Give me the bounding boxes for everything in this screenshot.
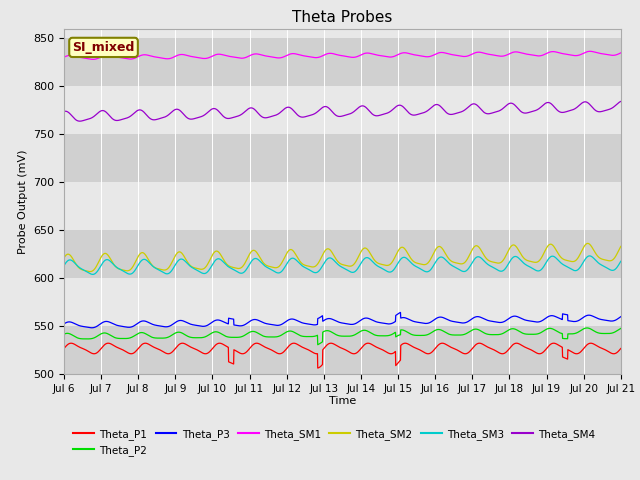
X-axis label: Time: Time	[329, 396, 356, 406]
Theta_P3	[88, 325, 96, 331]
Theta_P2	[617, 325, 625, 331]
Theta_P3	[397, 310, 404, 315]
Theta_SM3	[586, 253, 593, 259]
Theta_P1	[499, 351, 507, 357]
Theta_SM2	[86, 269, 93, 275]
Theta_SM1	[586, 48, 594, 54]
Line: Theta_SM3: Theta_SM3	[64, 256, 621, 275]
Theta_SM1	[602, 51, 609, 57]
Theta_P1	[60, 346, 68, 351]
Theta_P2	[499, 331, 506, 336]
Theta_P1	[601, 347, 609, 352]
Theta_SM4	[76, 118, 84, 124]
Theta_P1	[317, 364, 324, 370]
Theta_SM1	[499, 53, 506, 59]
Theta_SM3	[89, 272, 97, 277]
Theta_P3	[602, 317, 609, 323]
Theta_P2	[331, 331, 339, 337]
Theta_SM3	[617, 258, 625, 264]
Theta_SM2	[331, 254, 339, 260]
Bar	[64, 182, 621, 230]
Theta_SM1	[88, 57, 96, 62]
Theta_SM3	[499, 268, 506, 274]
Theta_SM2	[584, 240, 591, 246]
Theta_SM3	[88, 272, 96, 277]
Line: Theta_P1: Theta_P1	[64, 343, 621, 368]
Theta_SM2	[602, 257, 609, 263]
Theta_P2	[314, 342, 321, 348]
Theta_SM2	[601, 257, 609, 263]
Theta_SM1	[60, 54, 68, 60]
Theta_P2	[602, 331, 609, 336]
Theta_P3	[617, 314, 625, 320]
Bar	[64, 326, 621, 374]
Theta_SM4	[601, 108, 609, 114]
Theta_P1	[332, 342, 339, 348]
Theta_P1	[617, 346, 625, 351]
Theta_SM4	[60, 108, 68, 114]
Text: SI_mixed: SI_mixed	[72, 41, 135, 54]
Theta_SM4	[331, 112, 339, 118]
Bar	[64, 134, 621, 182]
Theta_P1	[602, 347, 609, 353]
Theta_P3	[331, 318, 339, 324]
Theta_SM4	[601, 108, 609, 113]
Theta_SM3	[602, 264, 609, 270]
Theta_P3	[601, 317, 609, 323]
Theta_P3	[60, 321, 68, 327]
Theta_SM2	[316, 257, 324, 263]
Theta_SM4	[499, 106, 506, 111]
Theta_SM2	[89, 268, 97, 274]
Line: Theta_SM1: Theta_SM1	[64, 51, 621, 60]
Theta_SM4	[89, 114, 97, 120]
Theta_SM1	[316, 54, 324, 60]
Bar	[64, 86, 621, 134]
Theta_SM4	[617, 98, 625, 104]
Theta_SM1	[617, 50, 625, 56]
Theta_P2	[601, 331, 609, 336]
Theta_P1	[290, 340, 298, 346]
Theta_SM3	[601, 264, 609, 270]
Line: Theta_SM2: Theta_SM2	[64, 243, 621, 272]
Theta_SM1	[601, 51, 609, 57]
Theta_SM1	[331, 51, 339, 57]
Theta_SM2	[617, 243, 625, 249]
Theta_SM3	[331, 259, 339, 264]
Theta_P3	[89, 325, 97, 331]
Theta_P2	[316, 340, 324, 346]
Theta_SM3	[316, 266, 324, 272]
Legend: Theta_P1, Theta_P2, Theta_P3, Theta_SM1, Theta_SM2, Theta_SM3, Theta_SM4: Theta_P1, Theta_P2, Theta_P3, Theta_SM1,…	[69, 424, 600, 460]
Theta_P1	[314, 365, 321, 371]
Line: Theta_P3: Theta_P3	[64, 312, 621, 328]
Theta_P1	[88, 350, 96, 356]
Y-axis label: Probe Output (mV): Probe Output (mV)	[17, 149, 28, 254]
Line: Theta_SM4: Theta_SM4	[64, 101, 621, 121]
Theta_SM2	[499, 258, 506, 264]
Theta_P3	[499, 319, 507, 325]
Line: Theta_P2: Theta_P2	[64, 328, 621, 345]
Theta_P3	[316, 314, 324, 320]
Theta_P2	[583, 325, 591, 331]
Title: Theta Probes: Theta Probes	[292, 10, 392, 25]
Bar	[64, 278, 621, 326]
Theta_P2	[88, 336, 96, 341]
Theta_SM1	[90, 57, 97, 62]
Theta_P2	[60, 331, 68, 337]
Bar	[64, 230, 621, 278]
Theta_SM2	[60, 255, 68, 261]
Theta_SM3	[60, 263, 68, 268]
Theta_SM4	[316, 107, 324, 112]
Bar	[64, 38, 621, 86]
